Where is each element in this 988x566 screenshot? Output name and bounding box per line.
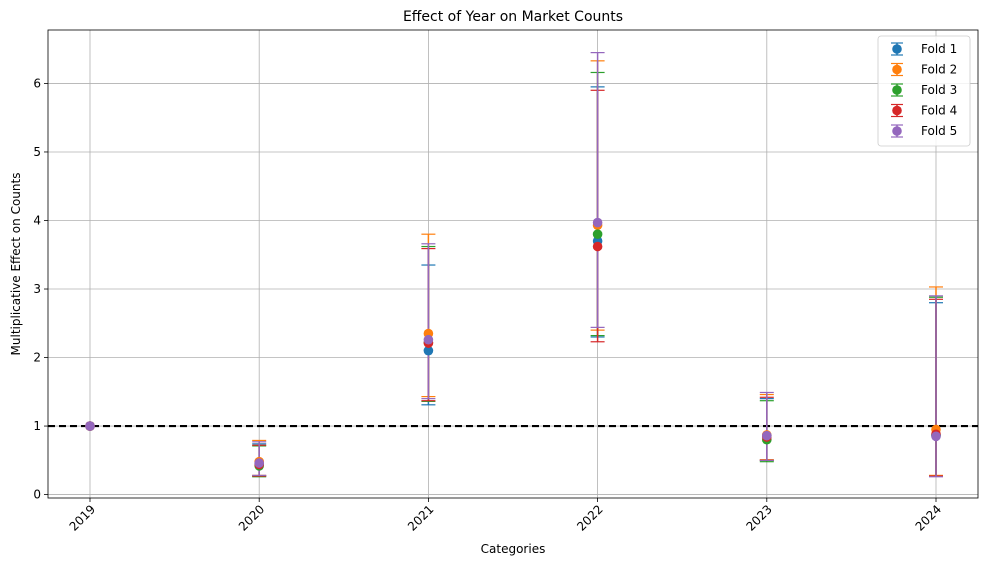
y-tick-label: 6 <box>33 76 41 90</box>
data-layer <box>85 52 943 478</box>
legend-label: Fold 5 <box>921 124 957 138</box>
legend-marker <box>892 85 902 95</box>
plot-frame <box>47 29 979 499</box>
data-point <box>931 431 941 442</box>
y-tick-label: 3 <box>33 282 41 296</box>
legend-marker <box>892 105 902 116</box>
y-tick-label: 5 <box>33 145 41 159</box>
legend-label: Fold 3 <box>921 83 957 97</box>
legend: Fold 1 Fold 2 Fold 3 Fold 4 Fold 5 <box>877 35 971 147</box>
data-point <box>592 229 603 239</box>
legend-label: Fold 1 <box>921 42 957 56</box>
data-point <box>762 430 772 441</box>
data-point <box>592 241 603 252</box>
data-point <box>254 458 264 468</box>
data-point <box>592 217 603 228</box>
x-axis-label: Categories <box>481 542 546 556</box>
data-point <box>85 421 95 431</box>
data-point <box>423 334 434 345</box>
data-point <box>423 345 434 356</box>
plot-area <box>48 30 978 498</box>
legend-marker <box>892 64 902 75</box>
legend-label: Fold 2 <box>921 63 957 77</box>
legend-marker <box>892 126 902 136</box>
y-axis-label: Multiplicative Effect on Counts <box>9 173 23 356</box>
legend-label: Fold 4 <box>921 104 957 118</box>
chart-title: Effect of Year on Market Counts <box>403 9 623 25</box>
legend-marker <box>892 44 902 54</box>
y-tick-label: 2 <box>33 351 41 365</box>
y-tick-label: 1 <box>33 419 41 433</box>
y-tick-label: 4 <box>33 213 41 227</box>
y-tick-label: 0 <box>33 488 41 502</box>
